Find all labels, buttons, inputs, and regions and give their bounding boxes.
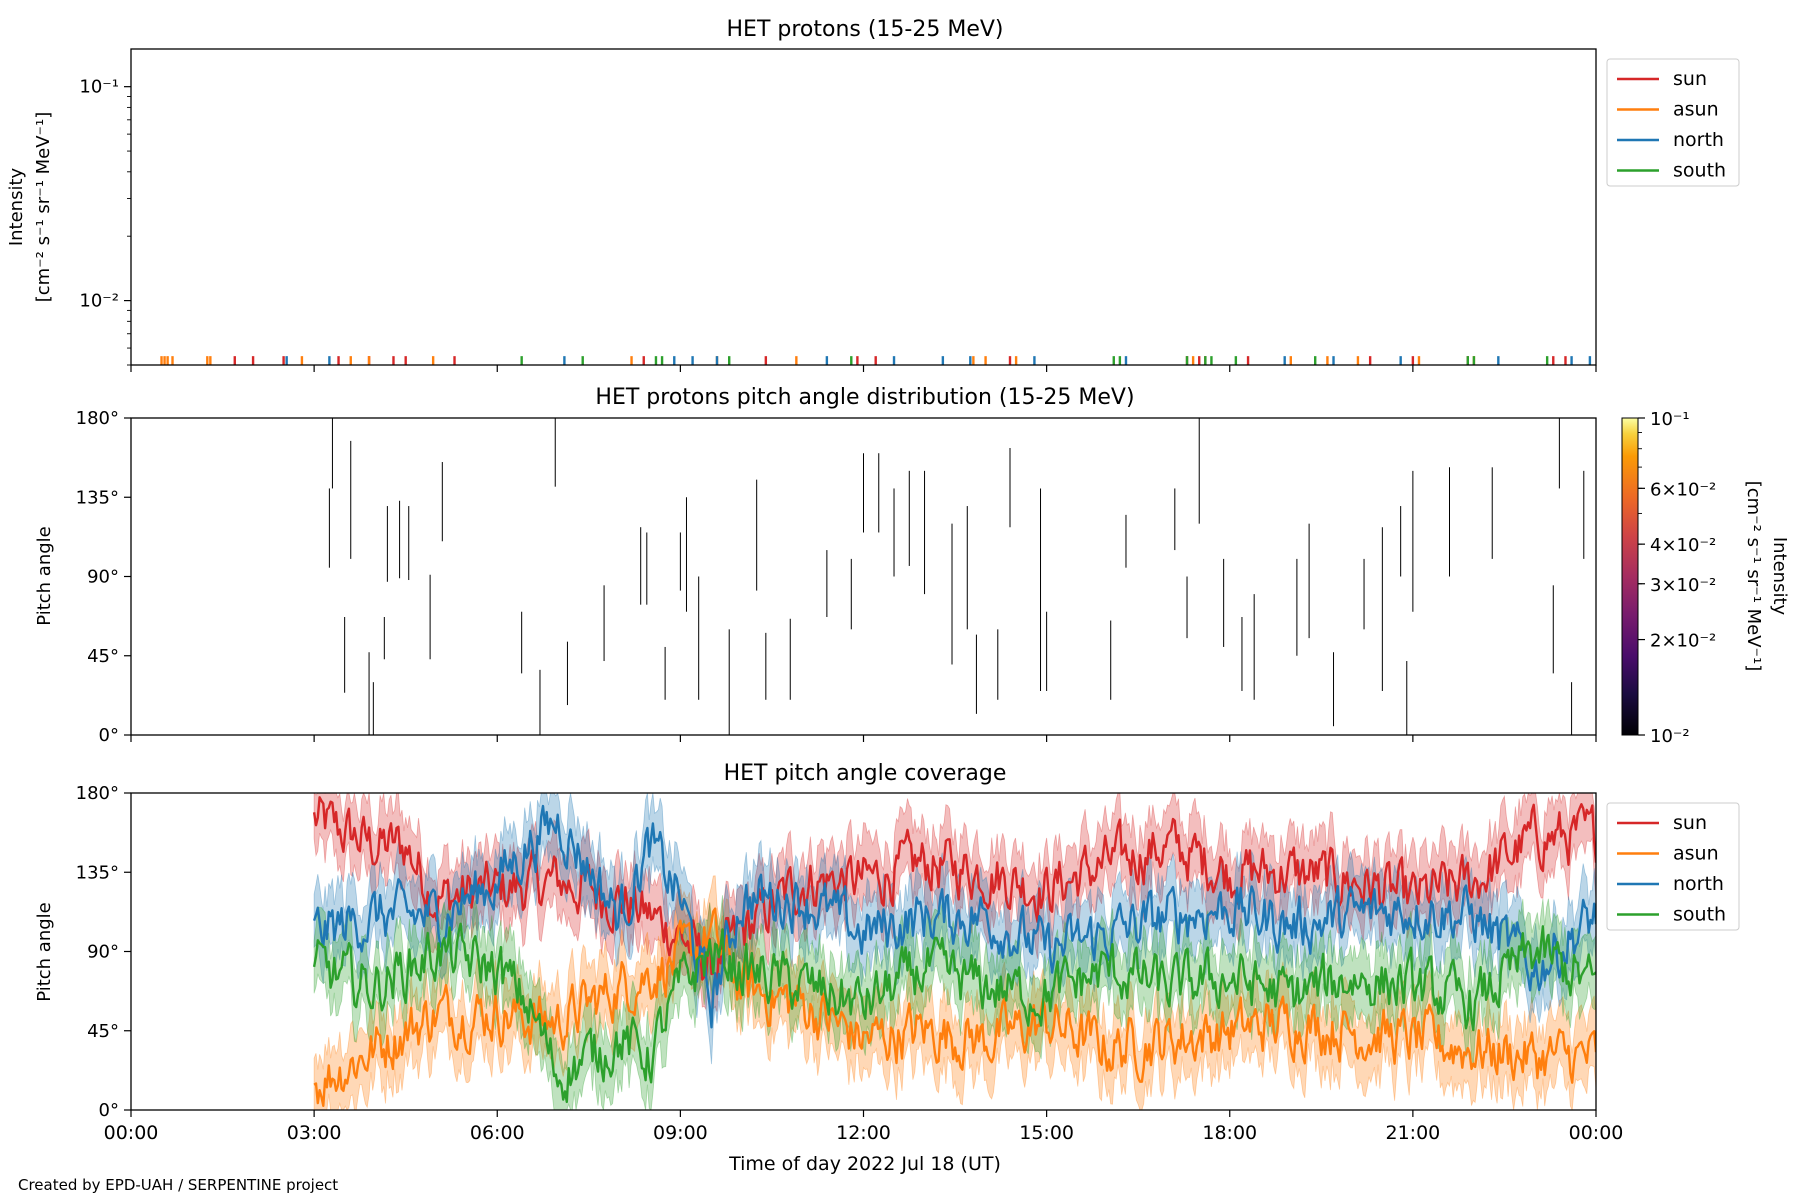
y-tick-label: 10⁻¹: [79, 77, 119, 98]
coverage-legend: sun asun north south: [1606, 802, 1740, 931]
colorbar-tick-label: 10⁻¹: [1650, 409, 1690, 430]
band-asun: [313, 875, 1596, 1110]
colorbar-label: Intensity: [1769, 537, 1790, 616]
intensity-panel-title: HET protons (15-25 MeV): [727, 17, 1004, 42]
series-south: [312, 922, 1596, 1104]
coverage-ylabel: Pitch angle: [34, 902, 55, 1001]
pad-panel-title: HET protons pitch angle distribution (15…: [595, 385, 1134, 410]
series-asun: [313, 907, 1596, 1107]
legend-label-asun: asun: [1673, 843, 1719, 865]
intensity-plot-area: [131, 49, 1596, 365]
colorbar-ticks: 10⁻² 2×10⁻² 3×10⁻² 4×10⁻² 6×10⁻² 10⁻¹: [1638, 409, 1716, 747]
coverage-panel-title: HET pitch angle coverage: [724, 761, 1007, 786]
intensity-panel: HET protons (15-25 MeV) 10⁻² 10⁻¹ Intensi…: [6, 17, 1740, 372]
colorbar-tick-label: 6×10⁻²: [1650, 479, 1716, 500]
legend-label-sun: sun: [1673, 812, 1707, 834]
intensity-spikes: [160, 356, 1592, 365]
coverage-axes: 00:00 03:00 06:00 09:00 12:00 15:00 18:00 21:00…: [76, 783, 1624, 1144]
y-tick-label: 90°: [87, 567, 119, 588]
pad-axes: 0° 45° 90° 135° 180°: [76, 408, 1597, 746]
x-tick-label: 15:00: [1019, 1122, 1074, 1144]
y-tick-label: 45°: [87, 1021, 119, 1042]
y-tick-label: 90°: [87, 942, 119, 963]
intensity-ylabel: Intensity: [6, 167, 27, 246]
pad-ylabel: Pitch angle: [34, 526, 55, 625]
band-south: [313, 887, 1596, 1110]
intensity-legend: sun asun north south: [1606, 58, 1740, 187]
x-tick-label: 00:00: [104, 1122, 159, 1144]
pad-panel: HET protons pitch angle distribution (15…: [34, 385, 1790, 747]
pad-segments: [328, 418, 1585, 735]
series-north: [312, 804, 1596, 1029]
x-tick-label: 00:00: [1569, 1122, 1624, 1144]
y-tick-label: 135°: [76, 862, 119, 883]
colorbar: [1621, 417, 1639, 736]
y-tick-label: 45°: [87, 646, 119, 667]
footer-credit: Created by EPD-UAH / SERPENTINE project: [18, 1176, 339, 1194]
x-tick-label: 12:00: [836, 1122, 891, 1144]
colorbar-tick-label: 2×10⁻²: [1650, 631, 1716, 652]
y-tick-label: 135°: [76, 487, 119, 508]
legend-label-north: north: [1673, 129, 1724, 151]
x-tick-label: 18:00: [1202, 1122, 1257, 1144]
colorbar-label-units: [cm⁻² s⁻¹ sr⁻¹ MeV⁻¹]: [1743, 481, 1764, 672]
colorbar-tick-label: 3×10⁻²: [1650, 575, 1716, 596]
legend-label-sun: sun: [1673, 68, 1707, 90]
legend-label-north: north: [1673, 873, 1724, 895]
coverage-plot-area: [131, 793, 1596, 1110]
legend-label-south: south: [1673, 904, 1726, 926]
legend-box: [1606, 58, 1740, 187]
intensity-ylabel-units: [cm⁻² s⁻¹ sr⁻¹ MeV⁻¹]: [33, 112, 54, 303]
x-tick-label: 09:00: [653, 1122, 708, 1144]
legend-box: [1606, 802, 1740, 931]
y-tick-label: 0°: [99, 1100, 119, 1121]
x-tick-label: 03:00: [287, 1122, 342, 1144]
y-tick-label: 10⁻²: [79, 291, 119, 312]
legend-label-south: south: [1673, 160, 1726, 182]
y-tick-label: 180°: [76, 408, 119, 429]
intensity-axes: 10⁻² 10⁻¹: [79, 77, 1597, 372]
coverage-series: [312, 793, 1596, 1110]
colorbar-tick-label: 4×10⁻²: [1650, 535, 1716, 556]
y-tick-label: 180°: [76, 783, 119, 804]
legend-label-asun: asun: [1673, 99, 1719, 121]
colorbar-tick-label: 10⁻²: [1650, 726, 1690, 747]
x-tick-label: 21:00: [1385, 1122, 1440, 1144]
coverage-panel: HET pitch angle coverage 00:00 03:00 06:00…: [34, 761, 1740, 1175]
x-tick-label: 06:00: [470, 1122, 525, 1144]
x-axis-label: Time of day 2022 Jul 18 (UT): [728, 1153, 1001, 1175]
y-tick-label: 0°: [99, 725, 119, 746]
